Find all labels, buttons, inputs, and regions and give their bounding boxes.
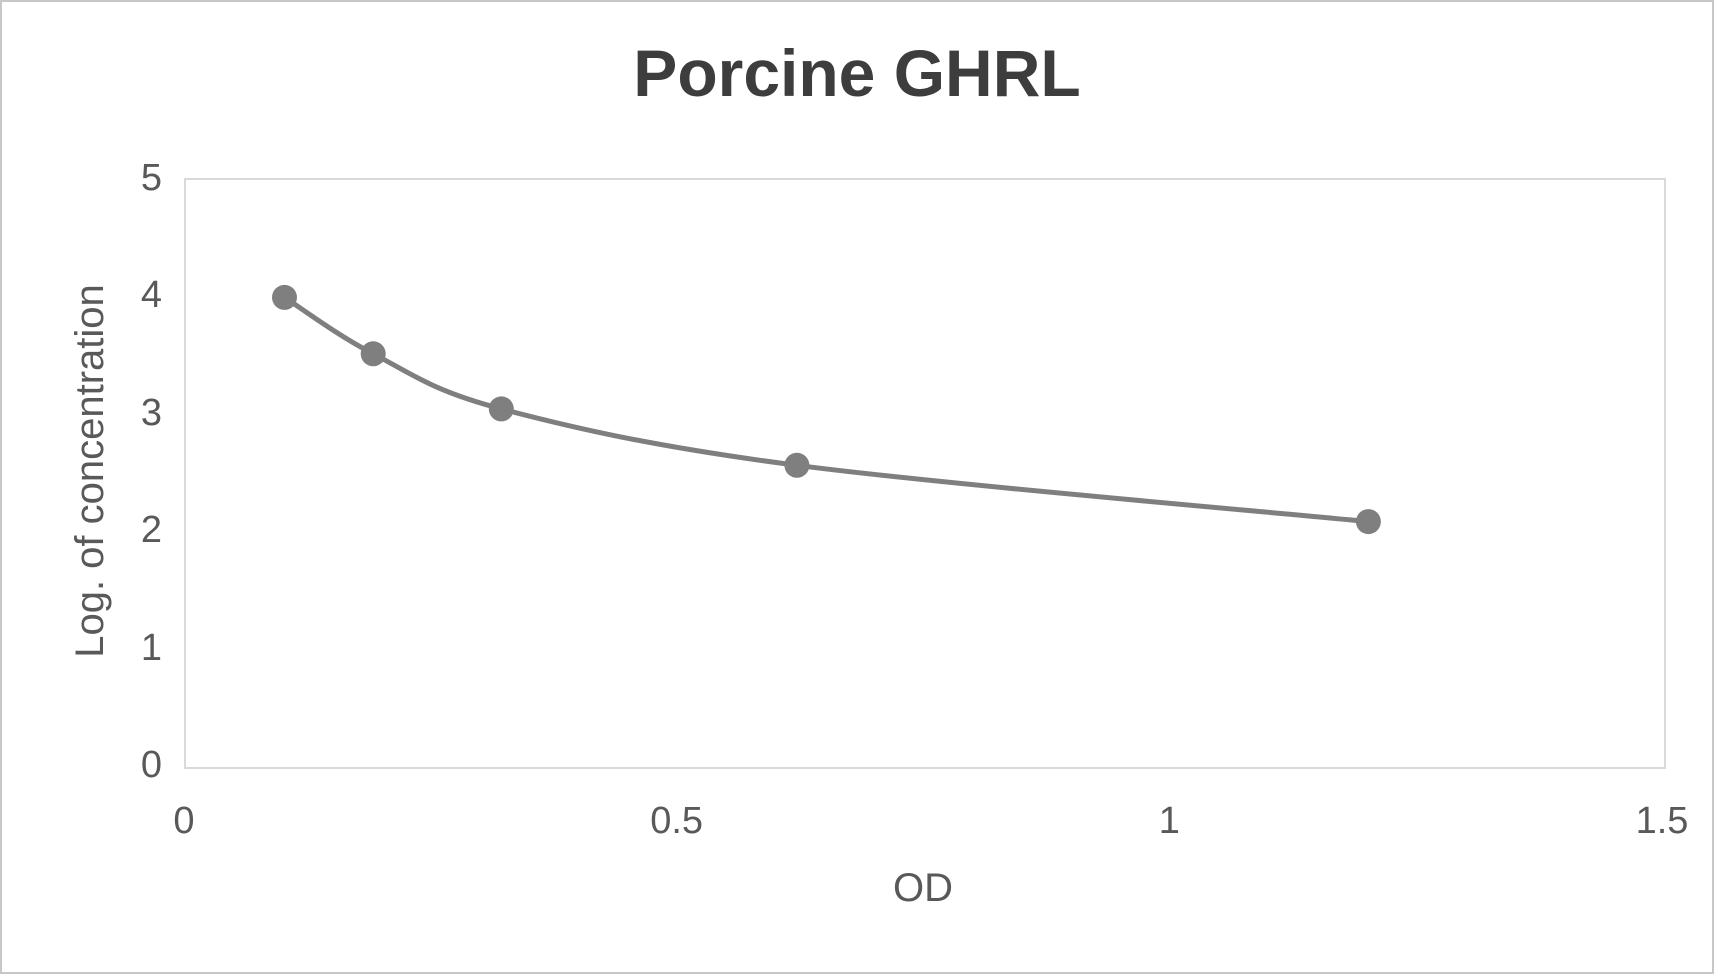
y-axis-title: Log. of concentration [68,284,112,658]
data-point-4 [1355,509,1381,535]
y-tick-label-0: 0 [140,744,162,786]
x-tick-label-0: 0 [173,800,195,842]
data-point-0 [272,284,297,310]
y-tick-label-1: 1 [140,626,162,669]
series-line [282,294,1371,525]
chart-title: Porcine GHRL [633,36,1081,110]
y-tick-label-5: 5 [140,157,162,199]
x-tick-label-1: 1 [1158,800,1180,842]
data-point-1 [360,341,386,367]
plot-area [184,178,1666,769]
data-point-3 [784,452,810,478]
series-plot [272,284,1381,535]
y-tick-label-3: 3 [140,391,162,434]
x-tick-label-1.5: 1.5 [1635,800,1689,842]
x-tick-label-0.5: 0.5 [650,800,704,842]
x-axis-title: OD [893,866,953,910]
y-tick-label-4: 4 [140,274,162,317]
y-tick-label-2: 2 [140,509,162,552]
data-point-2 [488,396,514,422]
